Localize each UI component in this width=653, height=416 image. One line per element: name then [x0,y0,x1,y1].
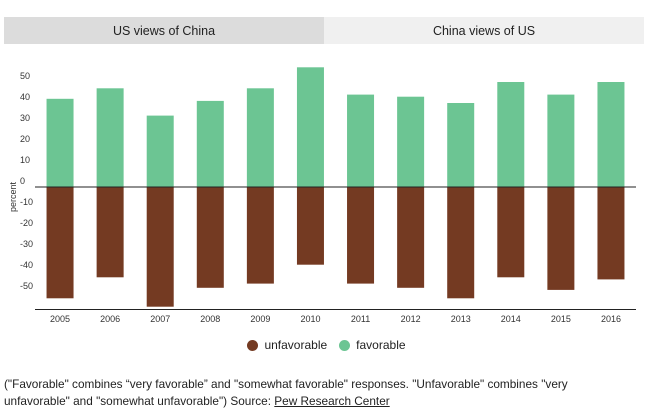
x-tick-label: 2006 [100,314,120,324]
bar-unfavorable-2012 [397,187,425,288]
bar-unfavorable-2008 [196,187,224,288]
x-tick-label: 2015 [551,314,571,324]
x-tick-label: 2014 [501,314,521,324]
x-tick-label: 2007 [150,314,170,324]
y-tick-label: -10 [20,197,33,207]
bar-unfavorable-2016 [597,187,625,280]
bar-unfavorable-2007 [146,187,174,307]
x-tick-label: 2016 [601,314,621,324]
bar-favorable-2010 [296,67,324,187]
x-tick-label: 2009 [250,314,270,324]
bar-favorable-2006 [96,88,124,187]
bar-favorable-2015 [547,94,575,187]
bar-unfavorable-2015 [547,187,575,290]
x-tick-label: 2012 [401,314,421,324]
bar-favorable-2005 [46,98,74,187]
y-tick-label: 30 [20,113,30,123]
y-tick-label: -30 [20,239,33,249]
x-tick-label: 2010 [300,314,320,324]
note-text: ("Favorable" combines “very favorable” a… [4,377,568,408]
y-tick-label: 50 [20,71,30,81]
bar-unfavorable-2011 [347,187,375,284]
y-tick-label: -20 [20,218,33,228]
legend-item-favorable[interactable]: favorable [339,338,406,352]
favorable-swatch [339,339,351,351]
bar-favorable-2007 [146,115,174,187]
bar-unfavorable-2006 [96,187,124,278]
chart-note: ("Favorable" combines “very favorable” a… [4,376,624,410]
bar-favorable-2012 [397,96,425,187]
bar-unfavorable-2014 [497,187,525,278]
y-axis-label: percent [8,181,18,212]
y-tick-label: 40 [20,92,30,102]
x-tick-label: 2013 [451,314,471,324]
x-tick-label: 2011 [351,314,370,324]
tab-china-views-of-us[interactable]: China views of US [324,17,644,44]
bar-unfavorable-2013 [447,187,475,299]
bar-unfavorable-2010 [296,187,324,265]
bar-unfavorable-2005 [46,187,74,299]
y-tick-label: -40 [20,260,33,270]
bar-favorable-2009 [246,88,274,187]
bar-favorable-2014 [497,82,525,187]
y-tick-label: -50 [20,281,33,291]
tab-us-views-of-china[interactable]: US views of China [4,17,324,44]
bar-favorable-2013 [447,103,475,187]
chart-tabs: US views of China China views of US [4,17,644,44]
source-link[interactable]: Pew Research Center [274,394,390,408]
legend: unfavorable favorable [0,338,653,352]
bar-unfavorable-2009 [246,187,274,284]
bar-favorable-2008 [196,100,224,187]
y-tick-label: 20 [20,134,30,144]
legend-label-unfavorable: unfavorable [264,338,328,352]
bar-favorable-2011 [347,94,375,187]
y-tick-label: 0 [20,176,25,186]
x-tick-label: 2005 [50,314,70,324]
x-tick-label: 2008 [200,314,220,324]
legend-label-favorable: favorable [356,338,406,352]
y-tick-label: 10 [20,155,30,165]
legend-item-unfavorable[interactable]: unfavorable [247,338,327,352]
bar-favorable-2016 [597,82,625,187]
unfavorable-swatch [247,339,259,351]
